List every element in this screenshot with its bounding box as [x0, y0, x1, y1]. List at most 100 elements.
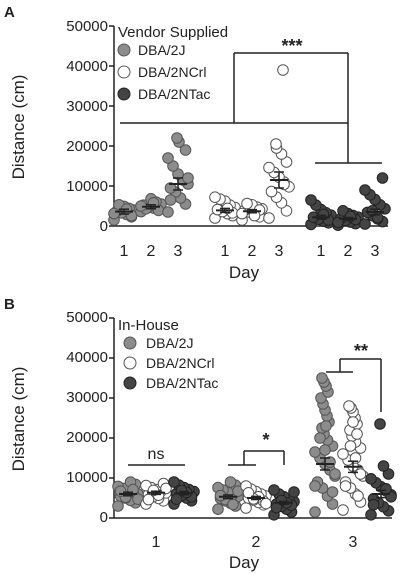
data-point-dba2ncrl: [351, 428, 363, 440]
panel-b-y-ticks: 0 10000 20000 30000 40000 50000: [66, 309, 108, 526]
legend-label-dba2ncrl: DBA/2NCrl: [146, 355, 214, 371]
data-point-dba2ncrl: [339, 480, 352, 492]
data-point-dba2j: [316, 372, 328, 384]
data-point-dba2j: [224, 476, 237, 488]
data-point-dba2ntac: [365, 509, 377, 521]
data-point-dba2j: [108, 207, 120, 220]
data-point-dba2j: [182, 172, 194, 184]
data-point-dba2j: [162, 206, 174, 218]
panel-b-ytick-label: 50000: [66, 309, 108, 326]
panel-a-xtick-label: 3: [371, 243, 380, 260]
panel-a-y-ticks: 0 10000 20000 30000 40000 50000: [66, 18, 108, 235]
panel-b-ytick-label: 20000: [66, 429, 108, 446]
data-point-dba2j: [314, 432, 326, 444]
panel-a-xtick-label: 3: [174, 243, 183, 260]
data-point-dba2ntac: [305, 194, 317, 206]
data-point-dba2j: [309, 446, 321, 458]
significance-marker: ns: [148, 446, 165, 463]
panel-b-ytick-label: 40000: [66, 349, 108, 366]
data-point-dba2ntac: [168, 476, 180, 488]
data-point-dba2j: [164, 194, 177, 206]
data-point-dba2ncrl: [337, 504, 349, 516]
legend-marker-dba2j: [123, 336, 137, 350]
data-point-dba2ncrl: [160, 482, 172, 495]
panel-b-significance: ns * **: [148, 341, 368, 463]
panel-a-xtick-label: 1: [317, 243, 326, 260]
data-point-dba2ntac: [367, 499, 380, 511]
panel-a-ytick-label: 40000: [66, 58, 108, 75]
panel-b: B Distance (cm) Day 0 10000 20000 30000 …: [4, 296, 397, 572]
data-point-dba2j: [319, 444, 331, 456]
significance-marker: *: [262, 430, 269, 450]
legend-marker-dba2j: [117, 43, 131, 57]
data-point-dba2j: [162, 152, 174, 164]
panel-a: A Distance (cm) Day 0 10000 20000 30000 …: [4, 4, 391, 282]
data-point-dba2ncrl: [277, 64, 289, 76]
panel-a-xtick-label: 1: [221, 243, 230, 260]
panel-b-data-marks: [109, 317, 397, 521]
data-point-dba2ncrl: [337, 448, 349, 460]
panel-b-ytick-label: 10000: [66, 469, 108, 486]
data-point-dba2ncrl: [343, 400, 355, 412]
legend-marker-dba2ncrl: [123, 356, 137, 370]
data-point-dba2ntac: [365, 473, 377, 485]
data-point-dba2ncrl: [265, 185, 278, 198]
data-point-dba2j: [227, 498, 239, 511]
legend-label-dba2ncrl: DBA/2NCrl: [138, 64, 206, 80]
legend-marker-dba2ntac: [123, 376, 137, 390]
significance-marker: **: [354, 341, 368, 361]
significance-marker: ***: [281, 36, 302, 56]
panel-a-xtick-label: 2: [147, 243, 156, 260]
panel-a-data-marks: [108, 25, 391, 231]
data-point-dba2j: [326, 486, 339, 498]
data-point-dba2ncrl: [270, 138, 282, 150]
data-point-dba2ntac: [288, 486, 300, 498]
panel-b-ytick-label: 0: [100, 509, 108, 526]
data-point-dba2j: [309, 506, 321, 518]
panel-a-significance: ***: [281, 36, 302, 56]
data-point-dba2ntac: [376, 172, 389, 184]
panel-a-ytick-label: 20000: [66, 138, 108, 155]
panel-a-ytick-label: 30000: [66, 98, 108, 115]
data-point-dba2ncrl: [260, 497, 272, 510]
legend-marker-dba2ncrl: [117, 65, 131, 79]
data-point-dba2j: [212, 503, 224, 516]
data-point-dba2ncrl: [241, 197, 253, 210]
panel-a-label: A: [4, 4, 15, 21]
data-point-dba2ntac: [359, 218, 371, 230]
legend-label-dba2ntac: DBA/2NTac: [146, 375, 218, 391]
data-point-dba2ncrl: [354, 468, 367, 480]
panel-b-xtick-label: 2: [252, 534, 261, 551]
panel-a-legend-title: Vendor Supplied: [118, 24, 228, 41]
panel-a-ytick-label: 50000: [66, 18, 108, 35]
data-point-dba2j: [309, 480, 321, 492]
data-point-dba2ncrl: [352, 490, 364, 502]
data-point-dba2ntac: [377, 460, 390, 472]
data-point-dba2ncrl: [263, 212, 275, 224]
panel-a-xtick-label: 3: [275, 243, 284, 260]
data-point-dba2ncrl: [142, 493, 155, 506]
data-point-dba2ncrl: [209, 191, 221, 203]
panel-a-ytick-label: 0: [100, 218, 108, 235]
data-point-dba2ntac: [374, 418, 386, 430]
data-point-dba2ncrl: [236, 207, 248, 220]
legend-label-dba2ntac: DBA/2NTac: [138, 86, 210, 102]
panel-b-x-ticks: 1 2 3: [152, 534, 358, 551]
panel-b-legend: In-House DBA/2J DBA/2NCrl DBA/2NTac: [118, 317, 218, 391]
panel-a-ytick-label: 10000: [66, 178, 108, 195]
panel-b-label: B: [4, 296, 15, 313]
legend-marker-dba2ntac: [117, 87, 131, 101]
panel-b-xtick-label: 3: [349, 534, 358, 551]
data-point-dba2j: [329, 468, 341, 480]
legend-label-dba2j: DBA/2J: [146, 335, 193, 351]
panel-a-x-ticks: 1 2 3 1 2 3 1 2 3: [120, 243, 380, 260]
panel-a-xtick-label: 1: [120, 243, 129, 260]
panel-a-y-axis-label: Distance (cm): [9, 75, 28, 180]
data-point-dba2ncrl: [263, 161, 275, 174]
panel-b-y-axis-label: Distance (cm): [9, 367, 28, 472]
panel-b-legend-title: In-House: [118, 317, 179, 334]
data-point-dba2ncrl: [344, 440, 357, 452]
panel-a-legend: Vendor Supplied DBA/2J DBA/2NCrl DBA/2NT…: [117, 24, 228, 102]
data-point-dba2ntac: [359, 184, 371, 196]
data-point-dba2ntac: [380, 483, 392, 495]
